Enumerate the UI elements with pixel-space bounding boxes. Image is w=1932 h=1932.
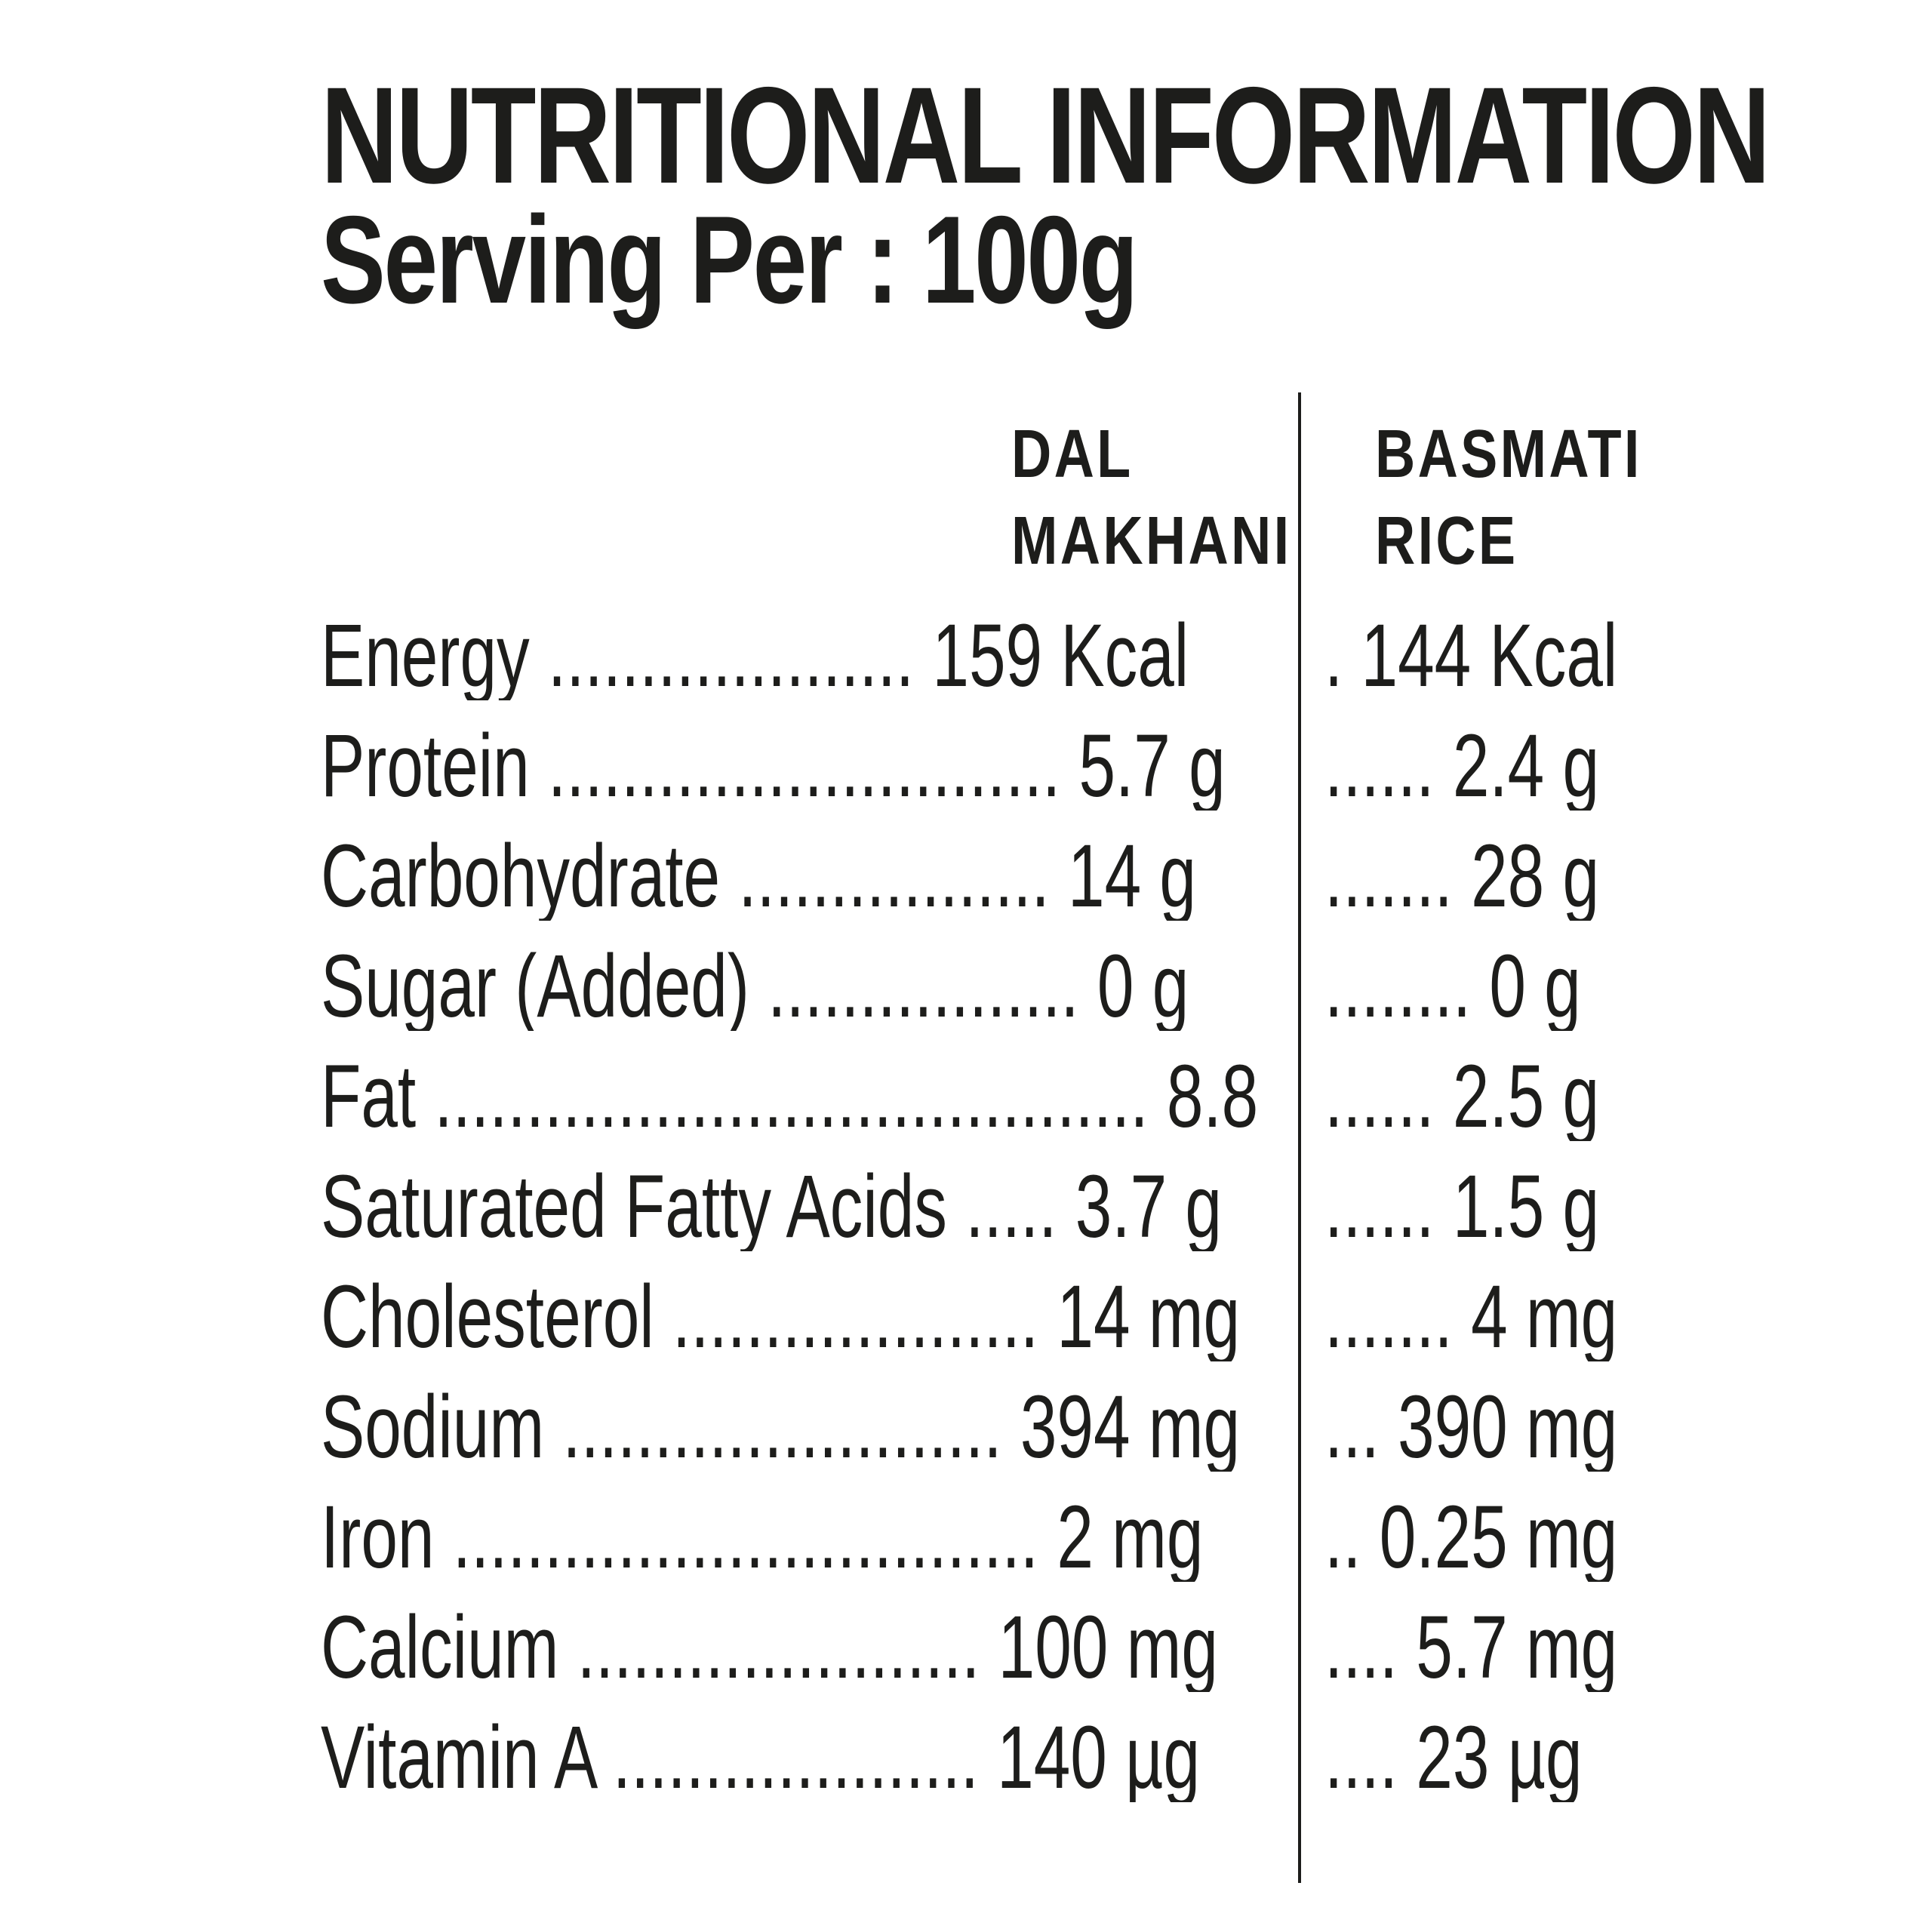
dal-makhani-cell: Protein ............................ 5.7… (321, 721, 1273, 811)
dal-makhani-cell: Iron ................................ 2 … (321, 1493, 1273, 1582)
dal-makhani-cell: Vitamin A .................... 140 µg (321, 1713, 1273, 1802)
basmati-rice-cell: . 144 Kcal (1324, 611, 1657, 700)
row-text: ...... 2.5 g (1324, 1052, 1600, 1141)
row-text: ... 390 mg (1324, 1383, 1618, 1472)
serving-size: Serving Per : 100g (321, 190, 1138, 329)
basmati-rice-cell: ........ 0 g (1324, 942, 1657, 1031)
basmati-rice-cell: ... 390 mg (1324, 1383, 1657, 1472)
table-row: Fat ....................................… (321, 1044, 1634, 1155)
row-text: Protein ............................ 5.7… (321, 721, 1226, 811)
basmati-rice-cell: ....... 4 mg (1324, 1272, 1657, 1361)
row-text: .... 5.7 mg (1324, 1603, 1618, 1692)
row-text: Iron ................................ 2 … (321, 1493, 1204, 1582)
column-header-line: RICE (1375, 503, 1518, 579)
table-row: Calcium ...................... 100 mg ..… (321, 1595, 1634, 1706)
column-header-dal-makhani: DAL MAKHANI (1011, 411, 1291, 585)
dal-makhani-cell: Cholesterol .................... 14 mg (321, 1272, 1273, 1361)
dal-makhani-cell: Sodium ........................ 394 mg (321, 1383, 1273, 1472)
table-row: Energy .................... 159 Kcal . 1… (321, 604, 1634, 714)
basmati-rice-cell: ...... 2.4 g (1324, 721, 1657, 811)
row-text: Fat ....................................… (321, 1052, 1273, 1141)
table-row: Vitamin A .................... 140 µg ..… (321, 1706, 1634, 1816)
row-text: Calcium ...................... 100 mg (321, 1603, 1218, 1692)
row-text: ...... 1.5 g (1324, 1162, 1600, 1251)
row-text: .. 0.25 mg (1324, 1493, 1618, 1582)
row-text: ...... 2.4 g (1324, 721, 1600, 811)
dal-makhani-cell: Fat ....................................… (321, 1052, 1273, 1141)
row-text: ....... 4 mg (1324, 1272, 1618, 1361)
column-divider (1298, 392, 1301, 1883)
dal-makhani-cell: Calcium ...................... 100 mg (321, 1603, 1273, 1692)
table-row: Sodium ........................ 394 mg .… (321, 1375, 1634, 1485)
basmati-rice-cell: .. 0.25 mg (1324, 1493, 1657, 1582)
basmati-rice-cell: ...... 1.5 g (1324, 1162, 1657, 1251)
row-text: ........ 0 g (1324, 942, 1581, 1031)
basmati-rice-cell: ...... 2.5 g (1324, 1052, 1657, 1141)
row-text: .... 23 µg (1324, 1713, 1583, 1802)
column-header-line: MAKHANI (1011, 503, 1292, 579)
dal-makhani-cell: Sugar (Added) ................. 0 g (321, 942, 1273, 1031)
row-text: Vitamin A .................... 140 µg (321, 1713, 1201, 1802)
table-row: Carbohydrate ................. 14 g ....… (321, 824, 1634, 934)
dal-makhani-cell: Energy .................... 159 Kcal (321, 611, 1273, 700)
row-text: Saturated Fatty Acids ..... 3.7 g (321, 1162, 1223, 1251)
basmati-rice-cell: ....... 28 g (1324, 832, 1657, 921)
nutrition-table: Energy .................... 159 Kcal . 1… (321, 604, 1634, 1816)
table-row: Cholesterol .................... 14 mg .… (321, 1265, 1634, 1375)
row-text: Cholesterol .................... 14 mg (321, 1272, 1241, 1361)
row-text: Carbohydrate ................. 14 g (321, 832, 1196, 921)
table-row: Iron ................................ 2 … (321, 1485, 1634, 1595)
row-text: Sodium ........................ 394 mg (321, 1383, 1241, 1472)
dal-makhani-cell: Saturated Fatty Acids ..... 3.7 g (321, 1162, 1273, 1251)
page-title: NUTRITIONAL INFORMATION (321, 58, 1770, 212)
row-text: . 144 Kcal (1324, 611, 1618, 700)
row-text: Energy .................... 159 Kcal (321, 611, 1189, 700)
basmati-rice-cell: .... 23 µg (1324, 1713, 1657, 1802)
dal-makhani-cell: Carbohydrate ................. 14 g (321, 832, 1273, 921)
column-header-line: DAL (1011, 417, 1134, 492)
table-row: Protein ............................ 5.7… (321, 714, 1634, 824)
row-text: Sugar (Added) ................. 0 g (321, 942, 1189, 1031)
column-header-line: BASMATI (1375, 417, 1642, 492)
column-header-basmati-rice: BASMATI RICE (1375, 411, 1642, 585)
table-row: Sugar (Added) ................. 0 g ....… (321, 934, 1634, 1044)
table-row: Saturated Fatty Acids ..... 3.7 g ......… (321, 1155, 1634, 1265)
row-text: ....... 28 g (1324, 832, 1600, 921)
basmati-rice-cell: .... 5.7 mg (1324, 1603, 1657, 1692)
